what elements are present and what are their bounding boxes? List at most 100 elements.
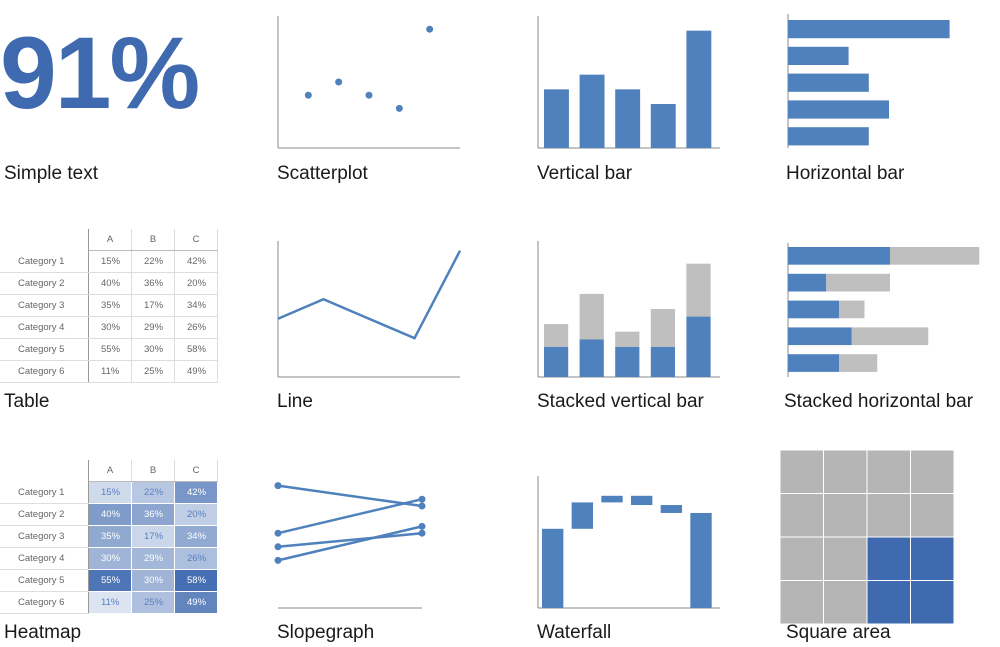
table-row: Category 4 30% 29% 26% — [0, 547, 218, 570]
table-cell: 42% — [174, 481, 218, 504]
line-chart — [277, 241, 462, 378]
scatter-caption: Scatterplot — [277, 163, 368, 184]
stacked-hbar-segment-secondary — [851, 327, 929, 346]
row-label: Category 5 — [0, 569, 89, 592]
stacked-bar-segment-primary — [686, 316, 711, 377]
row-label: Category 5 — [0, 338, 89, 361]
table-cell: 20% — [174, 503, 218, 526]
slope-line — [277, 497, 423, 535]
column-header: A — [88, 460, 132, 482]
table-cell: 22% — [131, 481, 175, 504]
stacked-hbar-segment-primary — [788, 327, 852, 346]
shbar-panel: Stacked horizontal bar — [780, 225, 998, 425]
slope-point-start — [274, 482, 282, 490]
big-percent-value: 91% — [0, 16, 200, 130]
stacked-horizontal-bar-chart — [787, 243, 980, 377]
table-cell: 42% — [174, 250, 218, 273]
table-caption: Table — [4, 391, 50, 412]
scatterplot-chart — [277, 16, 460, 149]
table-cell: 29% — [131, 547, 175, 570]
table-row: Category 3 35% 17% 34% — [0, 525, 218, 548]
slope-point-end — [418, 522, 426, 530]
table-row: Category 5 55% 30% 58% — [0, 569, 218, 592]
stacked-bar-segment-secondary — [579, 293, 604, 340]
row-label: Category 1 — [0, 250, 89, 273]
stacked-hbar-segment-primary — [788, 273, 827, 292]
table-cell: 30% — [131, 569, 175, 592]
table-cell: 58% — [174, 569, 218, 592]
table-cell: 58% — [174, 338, 218, 361]
simple-text-panel: 91% Simple text — [0, 0, 250, 200]
table-cell: 26% — [174, 547, 218, 570]
square-cell — [823, 449, 868, 494]
table-row: Category 1 15% 22% 42% — [0, 481, 218, 504]
slope-point-start — [274, 543, 282, 551]
scatter-point — [395, 104, 403, 112]
table-corner — [0, 460, 89, 482]
slope-point-end — [418, 529, 426, 537]
column-header: B — [131, 229, 175, 251]
hbar-caption: Horizontal bar — [786, 163, 905, 184]
square-cell — [910, 493, 955, 538]
slopegraph-chart — [274, 482, 426, 609]
column-header: B — [131, 460, 175, 482]
table-cell: 55% — [88, 338, 132, 361]
column-header: C — [174, 229, 218, 251]
table-cell: 11% — [88, 360, 132, 383]
heatmap-panel: A B C Category 1 15% 22% 42% Category 2 40% 36% 20… — [0, 456, 260, 647]
square-cell-highlighted — [866, 536, 911, 581]
svbar-caption: Stacked vertical bar — [537, 391, 704, 412]
table-cell: 34% — [174, 525, 218, 548]
table-cell: 30% — [88, 316, 132, 339]
table-cell: 17% — [131, 525, 175, 548]
scatter-point — [335, 78, 343, 86]
square-panel: Square area — [775, 446, 995, 646]
horizontal-bar-chart — [787, 14, 950, 148]
vertical-bar — [686, 30, 712, 149]
table-cell: 25% — [131, 591, 175, 614]
table-corner — [0, 229, 89, 251]
simple-text-caption: Simple text — [4, 163, 98, 184]
waterfall-chart — [537, 476, 720, 609]
table-row: Category 5 55% 30% 58% — [0, 338, 218, 361]
slope-caption: Slopegraph — [277, 622, 375, 643]
line-panel: Line — [270, 225, 470, 425]
horizontal-bar — [788, 20, 950, 39]
square-cell — [823, 536, 868, 581]
scatter-point — [304, 91, 312, 99]
svbar-panel: Stacked vertical bar — [530, 225, 740, 425]
table-cell: 55% — [88, 569, 132, 592]
stacked-hbar-segment-secondary — [890, 247, 980, 265]
square-cell — [779, 493, 824, 538]
square-cell — [779, 449, 824, 494]
waterfall-bar — [571, 502, 594, 529]
waterfall-bar — [660, 505, 683, 513]
horizontal-bar — [788, 100, 889, 119]
table-cell: 17% — [131, 294, 175, 317]
row-label: Category 2 — [0, 503, 89, 526]
square-cell — [866, 493, 911, 538]
waterfall-bar — [542, 528, 564, 608]
table-cell: 15% — [88, 250, 132, 273]
table-row: Category 2 40% 36% 20% — [0, 272, 218, 295]
row-label: Category 2 — [0, 272, 89, 295]
shbar-caption: Stacked horizontal bar — [784, 391, 974, 412]
waterfall-caption: Waterfall — [537, 622, 612, 643]
square-caption: Square area — [786, 622, 891, 643]
table-cell: 25% — [131, 360, 175, 383]
square-cell — [823, 580, 868, 625]
table-cell: 49% — [174, 591, 218, 614]
stacked-hbar-segment-secondary — [839, 354, 878, 372]
row-label: Category 6 — [0, 360, 89, 383]
table-cell: 15% — [88, 481, 132, 504]
table-cell: 20% — [174, 272, 218, 295]
stacked-bar-segment-primary — [544, 346, 569, 377]
table-cell: 30% — [88, 547, 132, 570]
table-cell: 22% — [131, 250, 175, 273]
square-cell-highlighted — [910, 536, 955, 581]
table-row: Category 6 11% 25% 49% — [0, 591, 218, 614]
table-row: Category 4 30% 29% 26% — [0, 316, 218, 339]
table-cell: 11% — [88, 591, 132, 614]
row-label: Category 4 — [0, 316, 89, 339]
table-cell: 35% — [88, 294, 132, 317]
